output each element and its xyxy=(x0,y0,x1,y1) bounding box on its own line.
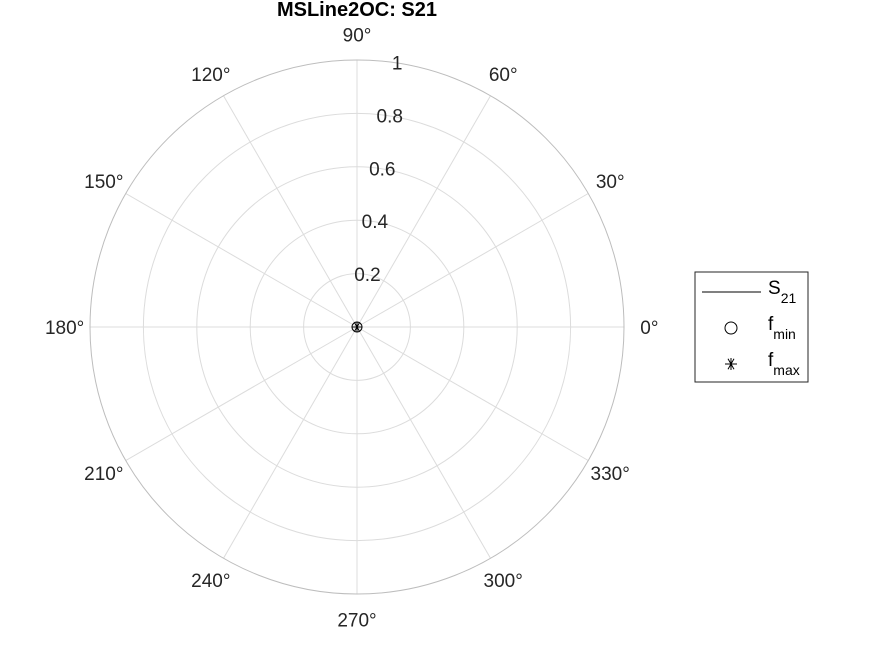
theta-tick-label: 60° xyxy=(489,65,518,86)
theta-gridline-210 xyxy=(125,326,358,461)
theta-tick-label: 150° xyxy=(84,172,123,193)
data-layer xyxy=(351,321,363,333)
radius-tick-labels: 0.2 0.4 0.6 0.8 1 xyxy=(354,54,403,287)
theta-tick-label: 270° xyxy=(337,610,376,631)
theta-tick-label: 90° xyxy=(343,26,372,47)
radius-tick-label: 0.2 xyxy=(354,265,380,286)
radius-tick-label: 0.6 xyxy=(369,159,395,180)
legend-item: S21 xyxy=(702,278,796,306)
fmax-point xyxy=(352,322,362,332)
theta-tick-label: 330° xyxy=(591,464,630,485)
radius-tick-label: 0.4 xyxy=(362,212,389,233)
theta-tick-label: 210° xyxy=(84,464,123,485)
legend-circle-swatch xyxy=(724,321,738,335)
theta-tick-label: 240° xyxy=(191,571,230,592)
theta-gridline-240 xyxy=(223,326,358,559)
legend-label-subscript: 21 xyxy=(781,290,797,306)
radius-tick-label: 0.8 xyxy=(377,106,403,127)
theta-tick-label: 0° xyxy=(640,318,658,339)
legend-label-subscript: max xyxy=(773,362,799,378)
legend-asterisk-swatch xyxy=(725,358,737,370)
theta-gridline-300 xyxy=(356,326,491,559)
radius-gridline-3 xyxy=(142,112,572,542)
legend-box xyxy=(694,271,809,383)
theta-gridline-120 xyxy=(223,95,358,328)
theta-gridline-30 xyxy=(356,193,589,328)
legend-label: fmax xyxy=(768,350,800,378)
radius-gridline-2 xyxy=(196,166,518,488)
legend-item: fmax xyxy=(725,350,800,378)
theta-tick-labels: 0° 30° 60° 90° 120° 150° 180° 210° 240° 270° 300° 3… xyxy=(45,26,658,632)
legend-label-main: S xyxy=(768,278,781,299)
polar-grid xyxy=(89,59,625,595)
theta-gridline-150 xyxy=(125,193,358,328)
theta-gridline-330 xyxy=(356,326,589,461)
legend-label: fmin xyxy=(768,314,796,342)
legend-label-main: f xyxy=(768,350,774,371)
chart-title: MSLine2OC: S21 xyxy=(277,0,437,21)
theta-tick-label: 300° xyxy=(484,571,523,592)
radius-gridline-0 xyxy=(303,273,411,381)
legend-item: fmin xyxy=(724,314,796,342)
legend-label-subscript: min xyxy=(773,326,796,342)
radius-gridline-1 xyxy=(249,219,465,435)
theta-tick-label: 30° xyxy=(596,172,625,193)
legend-label-main: f xyxy=(768,314,774,335)
theta-tick-label: 120° xyxy=(191,65,230,86)
legend-label: S21 xyxy=(768,278,796,306)
theta-gridline-60 xyxy=(356,95,491,328)
radius-tick-label: 1 xyxy=(392,54,403,75)
theta-tick-label: 180° xyxy=(45,318,84,339)
outer-boundary xyxy=(89,59,625,595)
